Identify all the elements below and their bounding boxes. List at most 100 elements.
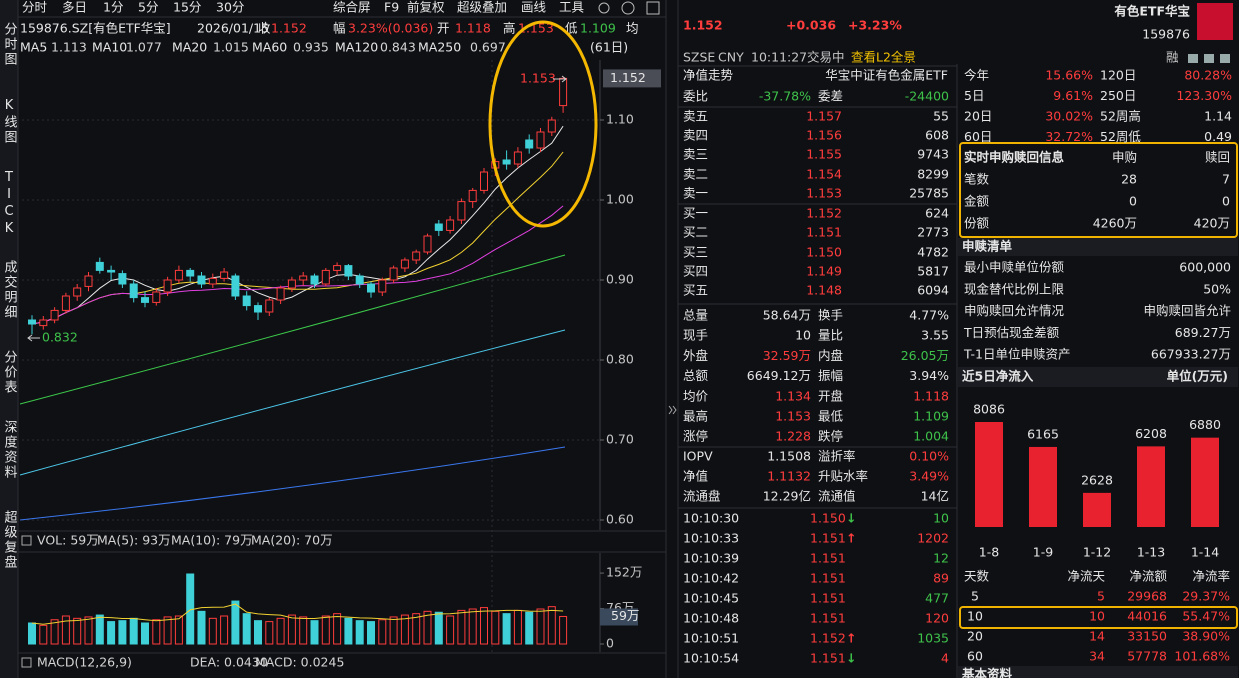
- row-value: 28: [1121, 172, 1137, 187]
- highlight-ellipse: [488, 20, 598, 228]
- last-price-box: [603, 69, 661, 88]
- volume-bar: [468, 608, 477, 645]
- field-value: 1.118: [455, 21, 491, 36]
- settings-icon[interactable]: [598, 2, 610, 14]
- badge: 融: [1166, 50, 1179, 65]
- toolbar-tab[interactable]: 综合屏: [333, 0, 371, 15]
- candle-body: [208, 277, 217, 285]
- toolbar-tab[interactable]: 1分: [103, 0, 123, 15]
- icon[interactable]: [1220, 54, 1230, 63]
- toolbar-tab[interactable]: 画线: [521, 0, 547, 15]
- row-value: 33150: [1127, 629, 1167, 644]
- stat-label: 流通值: [818, 489, 856, 504]
- quick-icons[interactable]: [1188, 54, 1230, 63]
- volume-bar: [95, 614, 104, 645]
- candle-body: [174, 269, 183, 281]
- perf-label: 250日: [1100, 88, 1136, 103]
- candle-body: [129, 283, 138, 299]
- sidebar-tab[interactable]: 分时图: [2, 22, 18, 67]
- row-value: 420万: [1194, 216, 1230, 231]
- stat-label: 换手: [818, 308, 843, 323]
- stat-value: 1.1508: [767, 449, 811, 464]
- tick-volume: 10: [933, 511, 949, 526]
- tick-time: 10:10:39: [683, 551, 739, 566]
- candle-body: [231, 275, 240, 297]
- sidebar-tab[interactable]: 分价表: [2, 350, 18, 395]
- vol-icon[interactable]: [21, 535, 32, 546]
- help-icon[interactable]: [621, 1, 635, 15]
- candle-body: [84, 275, 93, 287]
- toolbar-tab[interactable]: 工具: [559, 0, 585, 15]
- perf-label: 20日: [964, 109, 992, 124]
- candle-body: [468, 189, 477, 203]
- book-price: 1.149: [806, 264, 842, 279]
- candle-body: [163, 279, 172, 293]
- macd-icon[interactable]: [21, 657, 32, 668]
- toolbar-tab[interactable]: 30分: [216, 0, 244, 15]
- y-tick-label: 0.70: [606, 432, 634, 447]
- toolbar-tab[interactable]: 5分: [138, 0, 158, 15]
- candle-body: [412, 251, 421, 261]
- bar-label: 2628: [1081, 472, 1113, 487]
- window-icon[interactable]: [646, 1, 660, 15]
- volume-bar: [310, 620, 319, 645]
- sidebar-tab[interactable]: 成交明细: [2, 260, 18, 320]
- price: 1.152: [683, 18, 723, 33]
- tick-time: 10:10:51: [683, 631, 739, 646]
- perf-value: 0.49: [1204, 129, 1232, 144]
- candle-body: [446, 219, 455, 231]
- toolbar-tab[interactable]: 超级叠加: [457, 0, 507, 15]
- l2-link[interactable]: 查看L2全景: [851, 50, 916, 65]
- stat-value: 1.134: [775, 388, 811, 403]
- last-vol-label: 59万: [611, 608, 639, 623]
- volume-bar: [50, 619, 59, 645]
- stat-value: 3.55: [921, 328, 949, 343]
- volume-bar: [141, 622, 149, 645]
- field-label: 幅: [333, 21, 346, 36]
- volume-bar: [73, 617, 82, 645]
- toolbar-tab[interactable]: 前复权: [407, 0, 445, 15]
- volume-bar: [536, 608, 545, 645]
- sidebar-tab[interactable]: K线图: [2, 98, 18, 145]
- highlight-box: [959, 142, 1238, 238]
- row-label: 最小申赎单位份额: [964, 260, 1065, 275]
- collapse-icon[interactable]: [668, 405, 677, 415]
- perf-value: 1.14: [1204, 109, 1232, 124]
- toolbar-tab[interactable]: F9: [384, 0, 399, 15]
- ma-value: 0.935: [293, 40, 329, 55]
- volume-bar: [231, 600, 240, 645]
- candle-body: [152, 291, 161, 303]
- low-label: 0.832: [42, 330, 78, 345]
- toolbar-icons[interactable]: [598, 1, 660, 15]
- field-value: 1.152: [271, 21, 307, 36]
- sidebar-tab[interactable]: TICK: [2, 170, 17, 238]
- icon[interactable]: [1188, 54, 1198, 63]
- candle-body: [28, 319, 36, 325]
- book-volume: 8299: [917, 167, 949, 182]
- volume-bar: [39, 624, 48, 645]
- tick-price: 1.150: [810, 511, 846, 526]
- toolbar-tab[interactable]: 多日: [62, 0, 87, 15]
- volume-bar: [107, 621, 116, 645]
- row-value: 4260万: [1093, 216, 1137, 231]
- chart-unit: 单位(万元): [1167, 369, 1228, 384]
- candle-body: [547, 119, 556, 133]
- stat-label: 量比: [818, 328, 843, 343]
- icon[interactable]: [1204, 54, 1214, 63]
- tick-price: 1.151: [810, 571, 846, 586]
- toolbar-tab[interactable]: 15分: [173, 0, 201, 15]
- candle-body: [186, 269, 195, 277]
- sidebar-tab[interactable]: 深度资料: [2, 420, 18, 480]
- volume-bar: [276, 617, 285, 645]
- field-value: 1.109: [580, 21, 616, 36]
- nav-label[interactable]: 净值走势: [683, 68, 734, 83]
- tick-volume: 1035: [917, 631, 949, 646]
- sidebar-tab[interactable]: 超级复盘: [2, 510, 18, 570]
- volume-bar: [299, 616, 308, 645]
- section-title: 实时申购赎回信息: [964, 150, 1065, 165]
- toolbar-tab[interactable]: 分时: [22, 0, 48, 15]
- volume-bar: [254, 620, 262, 645]
- column-header: 天数: [964, 569, 990, 584]
